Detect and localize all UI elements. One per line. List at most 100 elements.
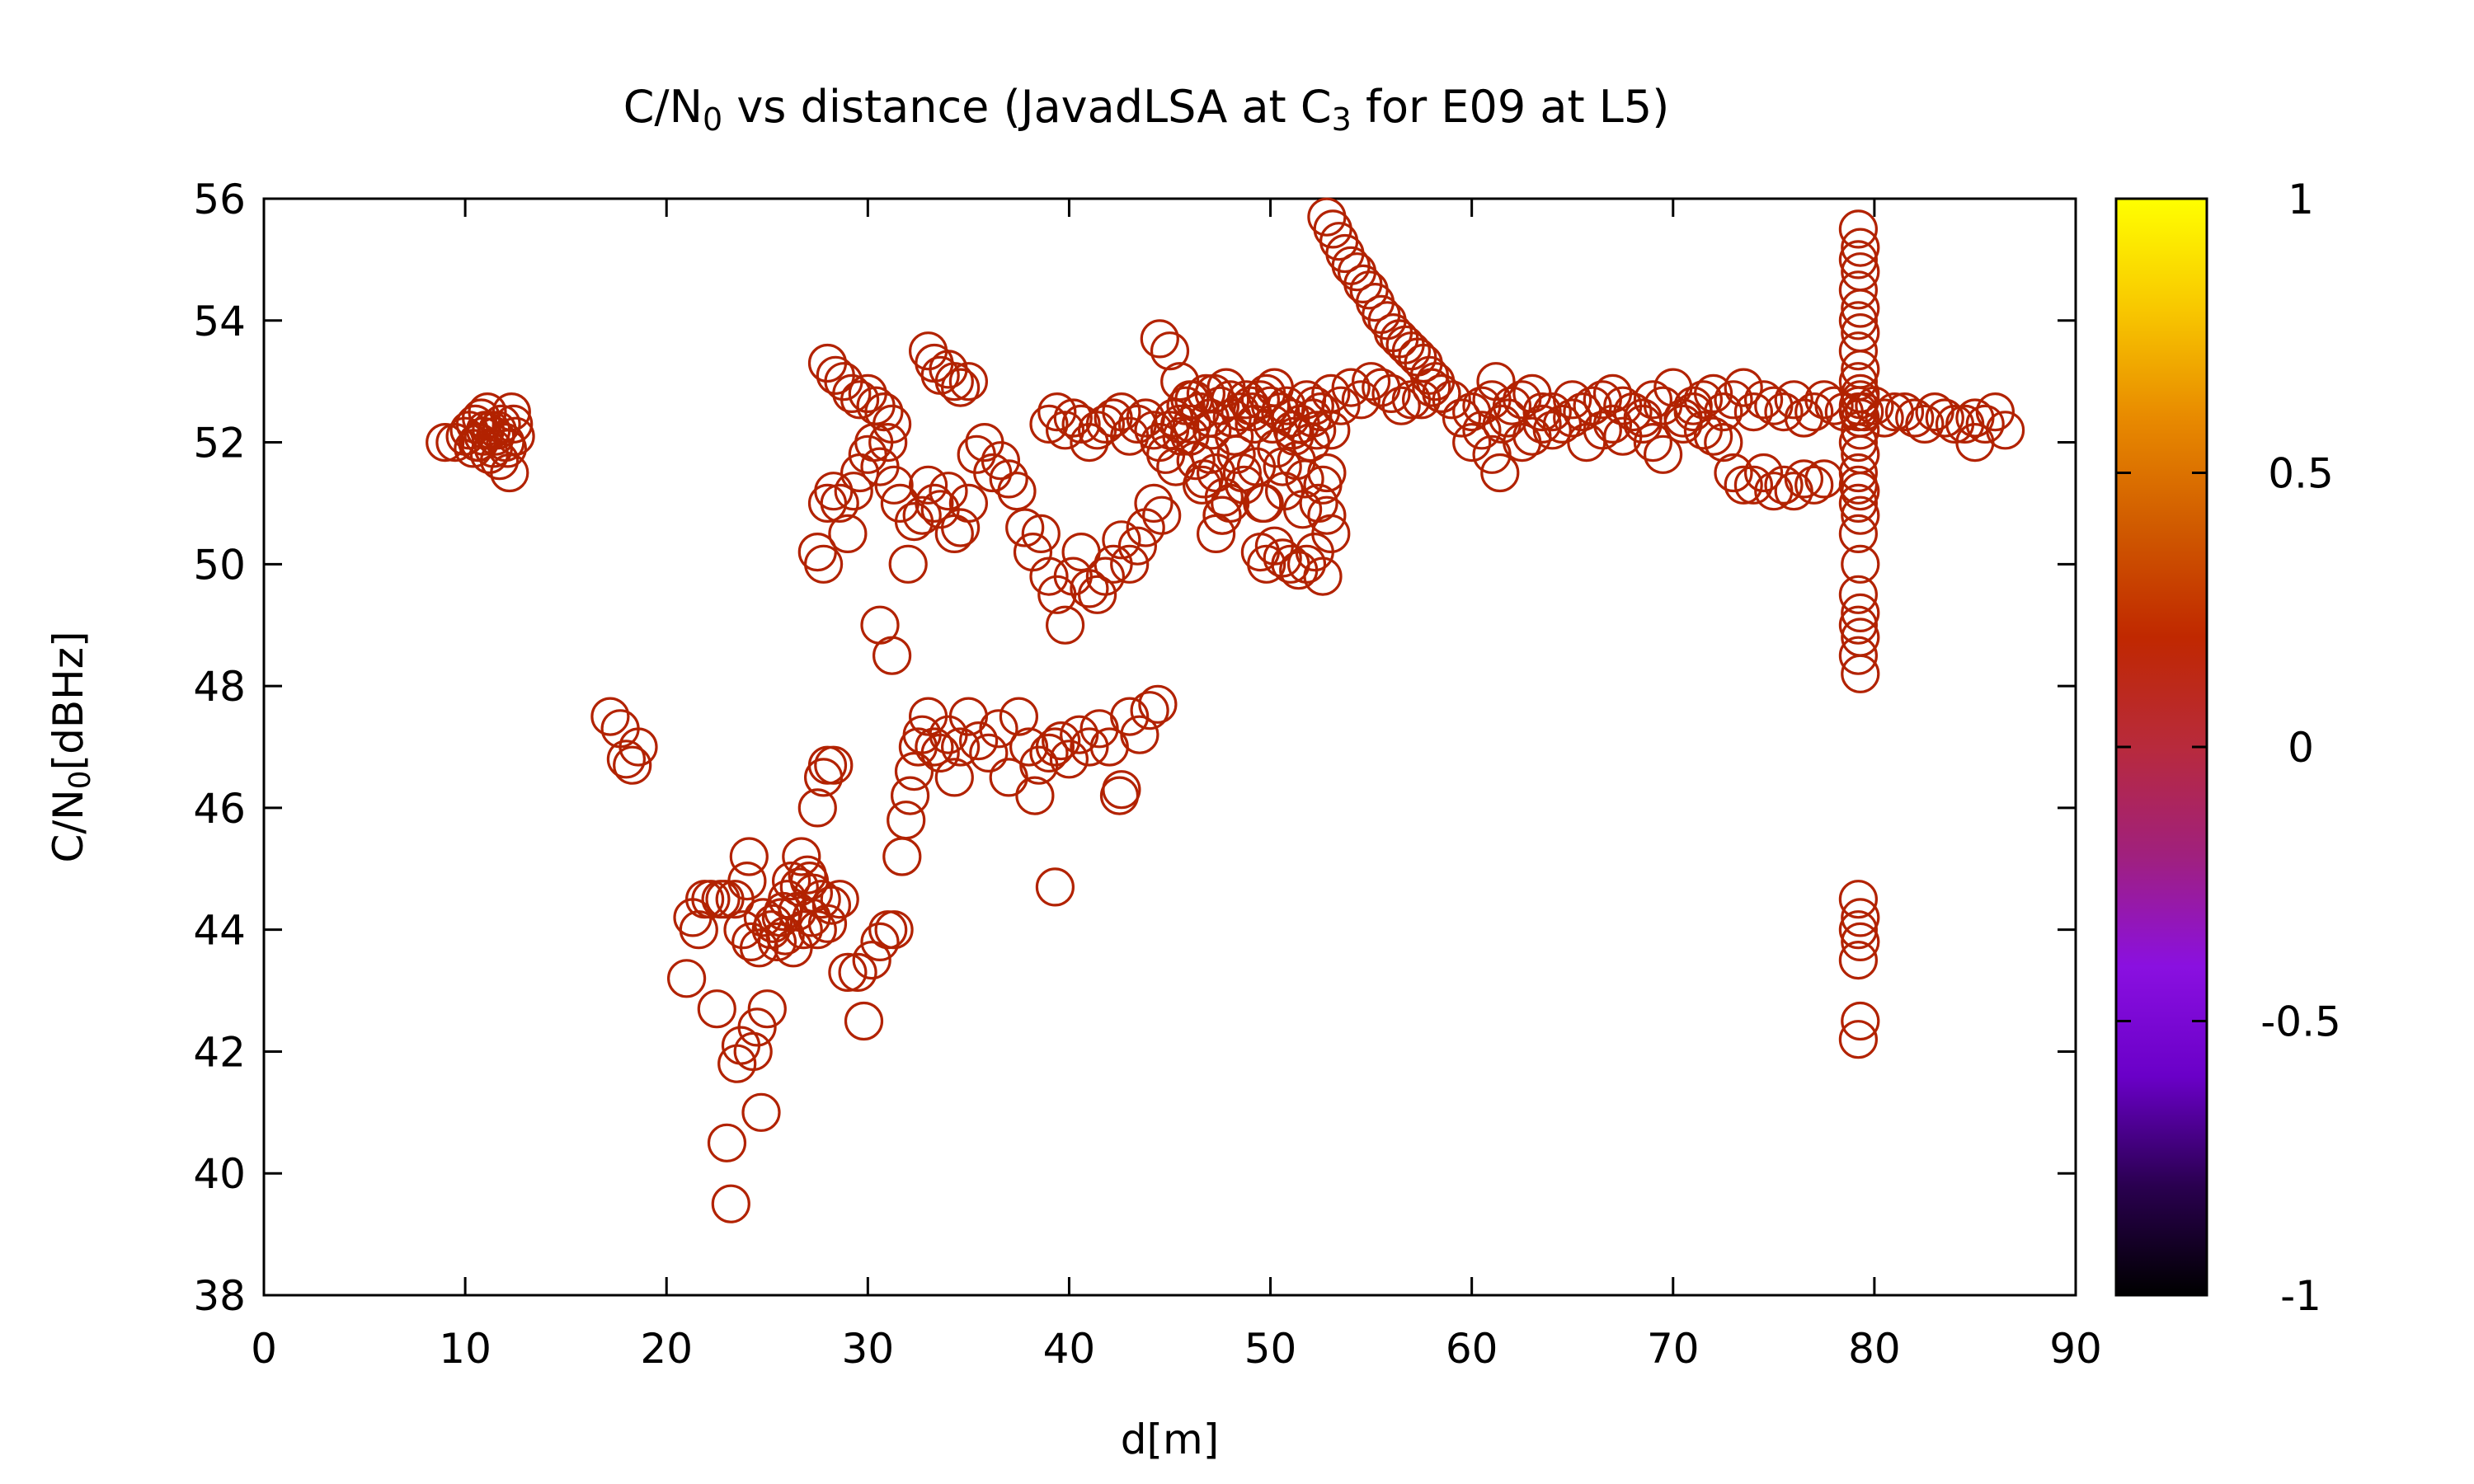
x-axis-label: d[m] (1121, 1416, 1219, 1463)
scatter-point (1035, 867, 1075, 907)
scatter-point (1045, 411, 1085, 450)
scatter-point (1282, 490, 1323, 529)
scatter-point (948, 362, 989, 402)
scatter-point (1744, 380, 1784, 420)
scatter-point (888, 544, 928, 584)
scatter-point (1704, 422, 1743, 463)
x-tick-label: 90 (2049, 1325, 2102, 1373)
scatter-point (711, 1184, 750, 1223)
scatter-point (868, 422, 908, 463)
scatter-point (1838, 940, 1878, 980)
scatter-point (874, 910, 914, 950)
scatter-point (1841, 898, 1880, 937)
scatter-point (838, 952, 877, 993)
scatter-point (1838, 465, 1878, 505)
scatter-point (1603, 416, 1643, 456)
scatter-point (733, 1031, 773, 1072)
axis-ticks: 0 10 20 30 40 50 60 70 80 90 38 40 42 44 46 48 50 52 54 56 (193, 176, 2101, 1373)
scatter-point (1351, 362, 1391, 402)
x-tick-label: 0 (251, 1325, 277, 1373)
scatter-point (1150, 331, 1190, 371)
scatter-point (948, 483, 989, 524)
scatter-point (1838, 514, 1878, 554)
scatter-point (1841, 654, 1880, 693)
scatter-point (666, 959, 707, 998)
scatter-point (828, 514, 868, 554)
scatter-point (1724, 465, 1763, 505)
scatter-point (934, 758, 974, 797)
scatter-point (872, 404, 912, 444)
colorbar-ticks: 1 0.5 0 -0.5 -1 (2116, 176, 2341, 1320)
scatter-point (1172, 404, 1212, 444)
scatter-point (613, 745, 652, 785)
scatter-point (1285, 459, 1324, 499)
scatter-point (1733, 392, 1773, 432)
y-tick-label: 56 (193, 176, 246, 223)
scatter-point (1714, 380, 1753, 420)
scatter-point (1085, 556, 1126, 596)
scatter-point (1623, 404, 1663, 444)
scatter-point (1102, 392, 1141, 432)
scatter-point (814, 745, 854, 785)
scatter-point (590, 697, 630, 736)
scatter-point (618, 727, 658, 767)
scatter-point (1683, 411, 1723, 450)
scatter-point (691, 880, 731, 919)
scatter-point (1212, 398, 1252, 438)
scatter-point (1009, 727, 1049, 767)
x-tick-label: 70 (1647, 1325, 1700, 1373)
scatter-point (1070, 727, 1109, 767)
scatter-point (929, 472, 968, 511)
scatter-point (882, 837, 922, 876)
scatter-point (783, 910, 823, 950)
scatter-point (1452, 422, 1492, 463)
scatter-point (1895, 398, 1935, 438)
scatter-point (803, 544, 844, 584)
scatter-point (1905, 404, 1945, 444)
scatter-point (1838, 1020, 1878, 1059)
scatter-point (920, 733, 960, 773)
scatter-point (1838, 605, 1878, 645)
scatter-point (1673, 392, 1713, 432)
scatter-point (820, 880, 859, 919)
scatter-point (797, 788, 837, 828)
scatter-point (782, 837, 821, 876)
scatter-point (1838, 910, 1878, 950)
scatter-point (1303, 465, 1343, 505)
scatter-point (1784, 459, 1823, 499)
scatter-point (969, 733, 1009, 773)
scatter-point (894, 751, 934, 791)
scatter-point (1965, 404, 2005, 444)
scatter-point (1794, 392, 1834, 432)
scatter-point (1804, 459, 1844, 499)
scatter-point (1592, 404, 1633, 444)
scatter-point (1371, 373, 1411, 413)
y-tick-label: 54 (193, 298, 246, 345)
scatter-point (1841, 544, 1880, 584)
scatter-point (1841, 495, 1880, 535)
scatter-point (1311, 373, 1351, 413)
scatter-point (1321, 386, 1361, 425)
scatter-point (1037, 392, 1077, 432)
scatter-point (1945, 404, 1985, 444)
scatter-point (1442, 398, 1482, 438)
scatter-point (1838, 880, 1878, 919)
scatter-point (1272, 411, 1313, 450)
scatter-point (1532, 411, 1572, 450)
colorbar-tick-label: 1 (2288, 176, 2314, 223)
y-tick-label: 42 (193, 1028, 246, 1076)
scatter-point (1170, 380, 1210, 420)
x-tick-label: 60 (1446, 1325, 1498, 1373)
colorbar-tick-label: 0.5 (2268, 450, 2334, 498)
scatter-point (729, 837, 769, 876)
scatter-point (487, 429, 528, 468)
scatter-point (1841, 289, 1880, 328)
y-tick-label: 38 (193, 1272, 246, 1320)
scatter-point (852, 940, 891, 980)
scatter-point (1955, 422, 1995, 463)
scatter-point (1235, 404, 1274, 444)
scatter-point (1331, 368, 1371, 407)
scatter-point (840, 380, 880, 420)
scatter-point (1838, 209, 1878, 249)
